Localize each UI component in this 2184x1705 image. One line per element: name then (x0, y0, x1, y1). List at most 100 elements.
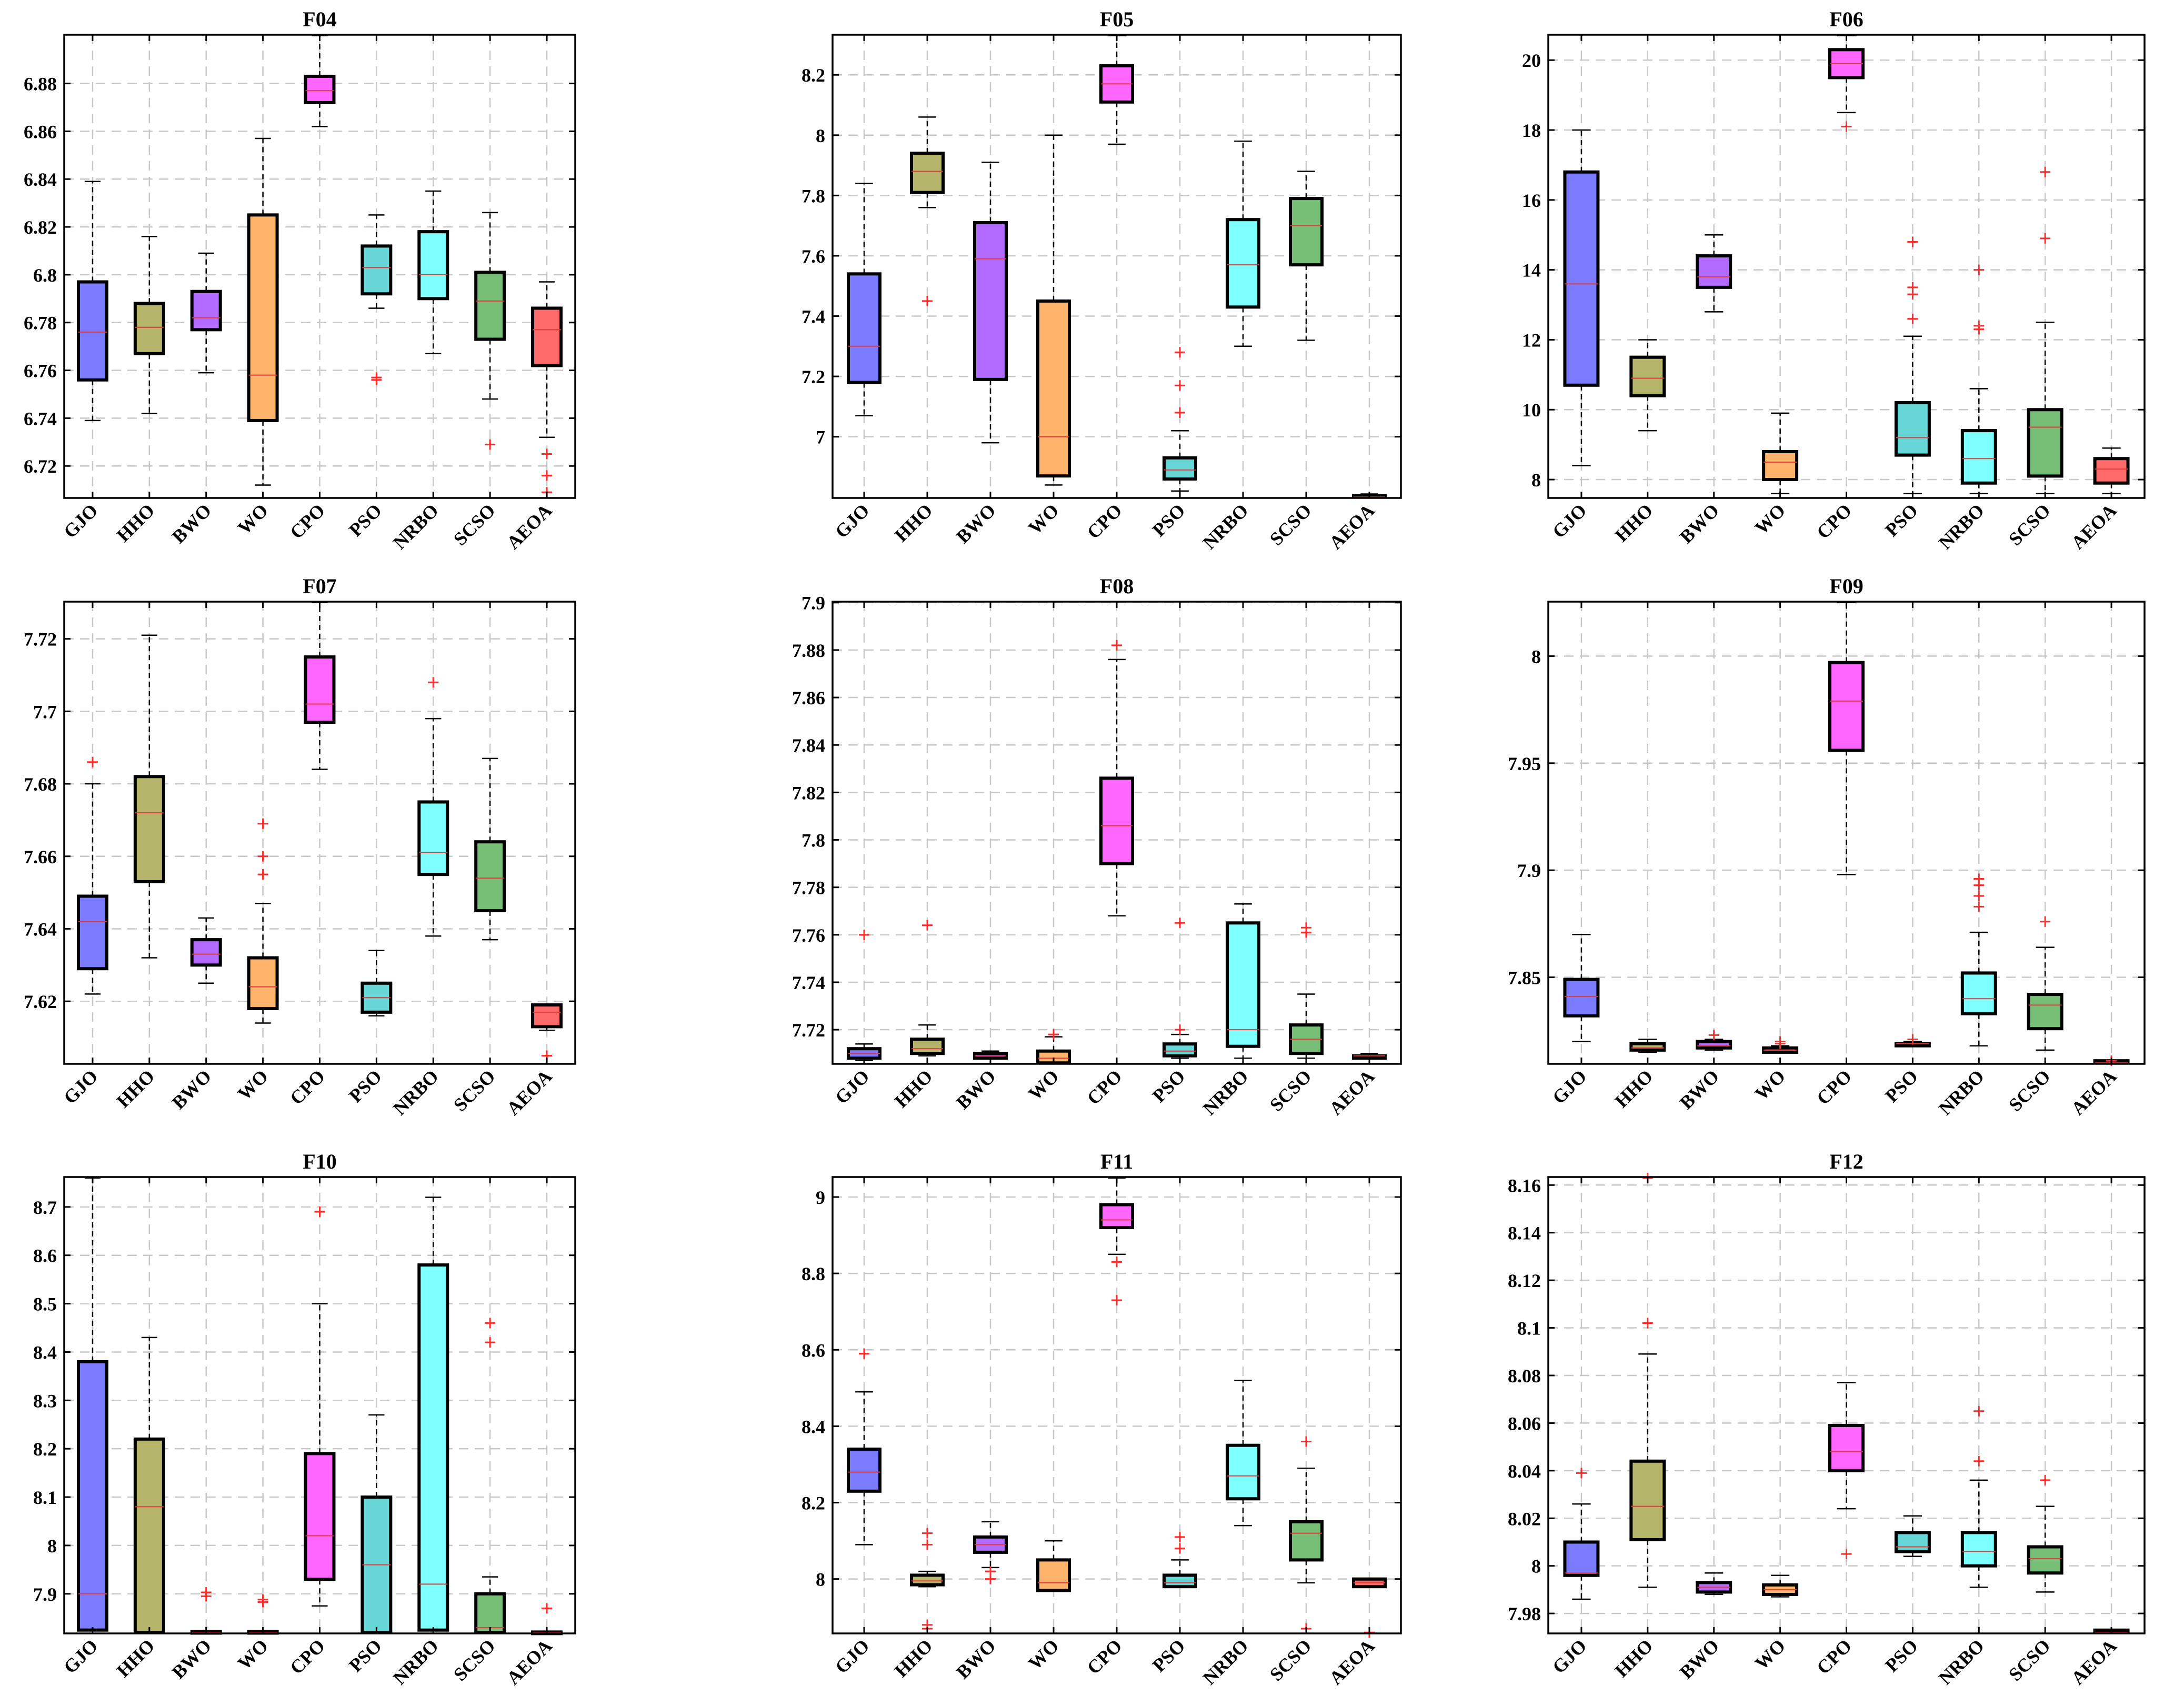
box-body (304, 655, 336, 724)
chart-f08-box-bwo (973, 1050, 1008, 1060)
chart-f08-box-nrbo (1226, 903, 1260, 1059)
chart-f10-ytick-label: 8.3 (33, 1390, 57, 1411)
chart-f05-ytick-label: 8 (816, 125, 825, 146)
chart-f11-ytick-label: 8.2 (802, 1493, 825, 1514)
outlier-marker (2040, 233, 2051, 244)
chart-f07-xtick-label: NRBO (389, 1065, 443, 1119)
chart-f06-axes-frame (1547, 34, 2146, 499)
chart-f08-xtick-label: WO (1024, 1065, 1063, 1104)
chart-f11-box-nrbo (1226, 1380, 1260, 1527)
chart-f06-xtick-label: GJO (1548, 500, 1591, 542)
box-body (247, 213, 279, 422)
outlier-marker (985, 1566, 996, 1577)
chart-f05-box-nrbo (1226, 141, 1260, 347)
chart-f05-title: F05 (1100, 7, 1134, 31)
outlier-marker (1175, 407, 1185, 418)
chart-f12-ytick-label: 8 (1531, 1556, 1541, 1577)
chart-f06-xtick-label: AEOA (2067, 500, 2121, 553)
chart-f09-box-wo (1762, 1036, 1799, 1054)
chart-f05-xtick-label: PSO (1148, 500, 1189, 541)
chart-f04-xtick-label: GJO (59, 500, 102, 542)
chart-f08-box-scso (1289, 922, 1324, 1059)
chart-f10-ytick-label: 8.2 (33, 1439, 57, 1460)
chart-f08-ytick-label: 7.9 (802, 593, 825, 614)
chart-f04-xtick-label: HHO (113, 500, 159, 546)
chart-f07-box-nrbo (417, 677, 449, 937)
chart-f06-xtick-label: WO (1751, 500, 1790, 539)
chart-f12-ytick-label: 8.1 (1517, 1318, 1541, 1339)
box-body (2027, 993, 2063, 1031)
chart-f08-box-gjo (847, 929, 881, 1061)
chart-f07-axes-frame (63, 601, 576, 1065)
chart-f10-xtick-label: WO (234, 1635, 273, 1674)
chart-f08-xtick-label: SCSO (1266, 1065, 1316, 1115)
box-body (1629, 1459, 1666, 1541)
chart-f07-box-gjo (76, 756, 108, 995)
chart-f11-box-scso (1289, 1436, 1324, 1634)
chart-f08-box-aeoa (1352, 1052, 1387, 1060)
box-body (2027, 1545, 2063, 1575)
chart-f09-xtick-label: BWO (1676, 1065, 1724, 1113)
outlier-marker (859, 1348, 869, 1359)
chart-f09-ytick-label: 7.95 (1508, 753, 1541, 774)
outlier-marker (428, 677, 439, 688)
chart-f09-box-scso (2027, 916, 2063, 1051)
chart-f07-ytick-label: 7.62 (24, 991, 57, 1012)
outlier-marker (1907, 1034, 1918, 1045)
chart-f06-box-aeoa (2093, 447, 2130, 494)
outlier-marker (1775, 1036, 1786, 1047)
box-body (474, 1592, 506, 1634)
chart-f06-box-cpo (1828, 35, 1865, 132)
chart-f09-box-gjo (1563, 933, 1600, 1042)
box-body (1696, 1040, 1732, 1050)
outlier-marker (1048, 1029, 1059, 1040)
chart-f11-title: F11 (1100, 1150, 1133, 1173)
chart-f05-box-scso (1289, 171, 1324, 341)
outlier-marker (1708, 1030, 1719, 1041)
box-body (1563, 1540, 1600, 1577)
chart-f12-box-hho (1629, 1172, 1666, 1588)
box-body (1629, 355, 1666, 397)
chart-f11-ytick-label: 8.8 (802, 1263, 825, 1284)
chart-f04-xtick-label: BWO (168, 500, 216, 547)
outlier-marker (2040, 1474, 2051, 1485)
chart-f08-ytick-label: 7.82 (792, 782, 825, 803)
box-body (133, 775, 165, 883)
chart-f11-box-hho (910, 1528, 945, 1634)
chart-f07-xtick-label: WO (234, 1065, 273, 1104)
chart-f12-xtick-label: GJO (1548, 1635, 1591, 1678)
outlier-marker (1907, 282, 1918, 293)
box-body (190, 938, 222, 967)
chart-f08-ytick-label: 7.72 (792, 1020, 825, 1041)
chart-f04-ytick-label: 6.76 (24, 361, 57, 382)
outlier-marker (257, 869, 268, 880)
outlier-marker (371, 372, 382, 383)
chart-f12-box-nrbo (1960, 1405, 1997, 1588)
chart-f07-ytick-label: 7.68 (24, 774, 57, 795)
chart-f12-xtick-label: AEOA (2067, 1635, 2121, 1689)
chart-f05-box-pso (1163, 347, 1197, 492)
box-body (1226, 218, 1260, 309)
chart-f06-box-nrbo (1960, 264, 1997, 494)
outlier-marker (1973, 1405, 1985, 1417)
chart-f06-xtick-label: NRBO (1935, 500, 1988, 553)
box-body (1289, 197, 1324, 267)
chart-f12-box-cpo (1828, 1382, 1865, 1560)
outlier-marker (257, 818, 268, 829)
chart-f11-xtick-label: HHO (890, 1635, 937, 1681)
outlier-marker (1973, 1455, 1985, 1467)
box-body (1960, 971, 1997, 1015)
outlier-marker (1175, 347, 1185, 358)
chart-f07-box-hho (133, 634, 165, 959)
outlier-marker (314, 1207, 325, 1218)
chart-f08-ytick-label: 7.8 (802, 830, 825, 851)
outlier-marker (1301, 1436, 1311, 1447)
chart-f05-box-hho (910, 116, 945, 306)
outlier-marker (922, 1528, 933, 1539)
box-body (304, 74, 336, 104)
outlier-marker (1576, 1468, 1587, 1479)
chart-f04-axes-frame (63, 34, 576, 499)
chart-f06-xtick-label: HHO (1611, 500, 1657, 546)
chart-f08-ytick-label: 7.74 (792, 972, 825, 993)
chart-f12-title: F12 (1829, 1150, 1863, 1173)
